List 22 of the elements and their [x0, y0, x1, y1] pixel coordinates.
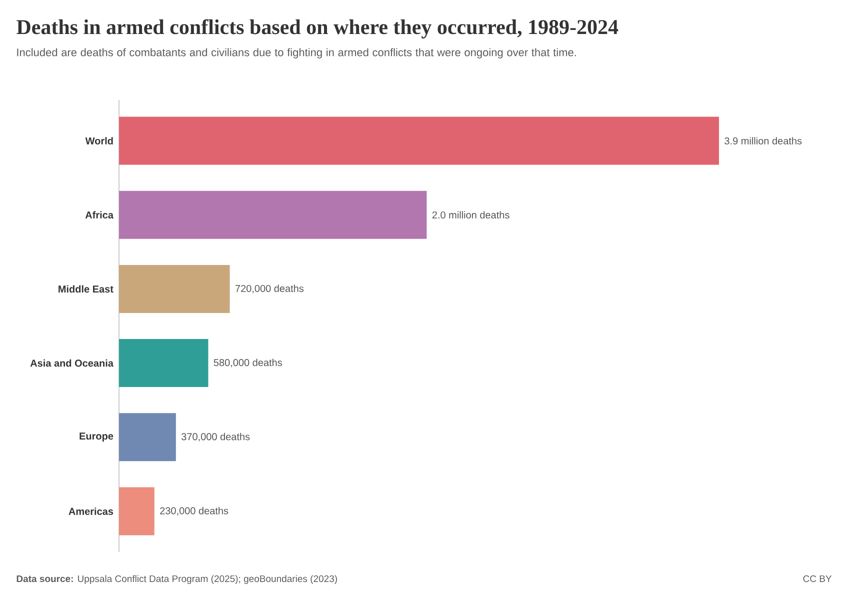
- y-tick-label: World: [85, 137, 113, 144]
- data-label: 2.0 million deaths: [432, 211, 510, 219]
- chart-title: Deaths in armed conflicts based on where they occurred, 1989-2024: [16, 19, 618, 39]
- bar: [119, 413, 176, 462]
- text: Data source: Uppsala Conflict Data Program (2025); geoBoundaries (2023): [16, 575, 337, 584]
- y-tick-label: Middle East: [58, 285, 114, 293]
- bar: [119, 487, 154, 536]
- bar: [119, 339, 208, 388]
- data-label: 720,000 deaths: [235, 284, 304, 294]
- y-tick-label: Africa: [85, 211, 114, 219]
- chart-subtitle: Included are deaths of combatants and civilians due to fighting in armed conflicts that were ongoing over that time.: [17, 48, 576, 58]
- y-tick-label: Asia and Oceania: [30, 359, 114, 367]
- text: CC BY: [803, 575, 832, 582]
- data-label: 370,000 deaths: [182, 432, 250, 442]
- data-label: 230,000 deaths: [160, 506, 228, 516]
- bar: [119, 116, 720, 165]
- y-tick-label: Americas: [68, 508, 114, 515]
- data-label: 3.9 million deaths: [724, 137, 802, 144]
- bar: [119, 190, 427, 239]
- y-tick-label: Europe: [80, 432, 114, 442]
- data-label: 580,000 deaths: [214, 358, 282, 368]
- bar: [119, 264, 230, 313]
